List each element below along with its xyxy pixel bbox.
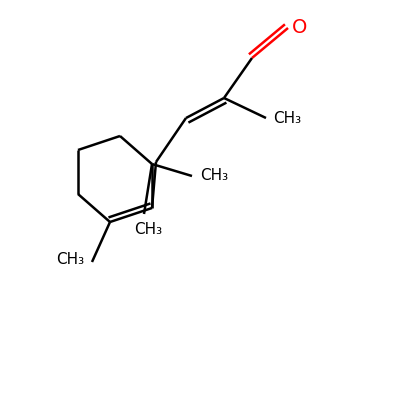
Text: CH₃: CH₃: [56, 252, 84, 268]
Text: O: O: [292, 18, 307, 37]
Text: CH₃: CH₃: [200, 168, 228, 183]
Text: CH₃: CH₃: [273, 111, 301, 126]
Text: CH₃: CH₃: [134, 222, 162, 237]
